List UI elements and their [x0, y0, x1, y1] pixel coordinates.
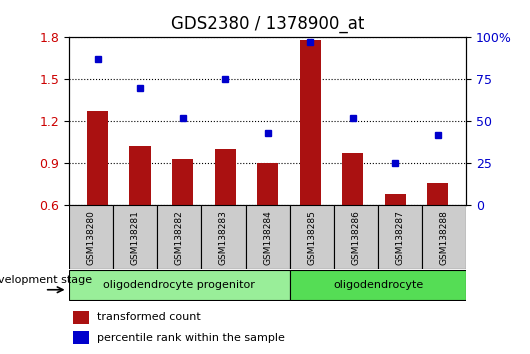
Text: GSM138285: GSM138285 — [307, 210, 316, 265]
Text: oligodendrocyte: oligodendrocyte — [333, 280, 423, 290]
Text: GSM138284: GSM138284 — [263, 210, 272, 264]
FancyBboxPatch shape — [201, 205, 245, 269]
Text: GSM138287: GSM138287 — [396, 210, 404, 265]
FancyBboxPatch shape — [157, 205, 201, 269]
FancyBboxPatch shape — [69, 270, 290, 300]
FancyBboxPatch shape — [290, 270, 466, 300]
Text: GSM138288: GSM138288 — [440, 210, 449, 265]
Text: GSM138281: GSM138281 — [131, 210, 139, 265]
Text: GSM138286: GSM138286 — [351, 210, 360, 265]
FancyBboxPatch shape — [113, 205, 157, 269]
Text: GSM138280: GSM138280 — [86, 210, 95, 265]
FancyBboxPatch shape — [245, 205, 290, 269]
Text: transformed count: transformed count — [97, 312, 200, 322]
FancyBboxPatch shape — [69, 205, 113, 269]
Bar — [257, 163, 278, 205]
Bar — [172, 159, 193, 205]
FancyBboxPatch shape — [334, 205, 378, 269]
Bar — [87, 112, 108, 205]
Bar — [385, 194, 406, 205]
Bar — [73, 311, 89, 324]
Bar — [342, 154, 363, 205]
Title: GDS2380 / 1378900_at: GDS2380 / 1378900_at — [171, 15, 364, 33]
Bar — [299, 40, 321, 205]
FancyBboxPatch shape — [290, 205, 334, 269]
Text: oligodendrocyte progenitor: oligodendrocyte progenitor — [103, 280, 255, 290]
Text: GSM138282: GSM138282 — [175, 210, 184, 264]
Bar — [215, 149, 236, 205]
Bar — [427, 183, 448, 205]
FancyBboxPatch shape — [378, 205, 422, 269]
Text: percentile rank within the sample: percentile rank within the sample — [97, 332, 285, 343]
Text: GSM138283: GSM138283 — [219, 210, 228, 265]
Text: development stage: development stage — [0, 275, 92, 285]
Bar — [73, 331, 89, 344]
Bar — [129, 147, 151, 205]
FancyBboxPatch shape — [422, 205, 466, 269]
